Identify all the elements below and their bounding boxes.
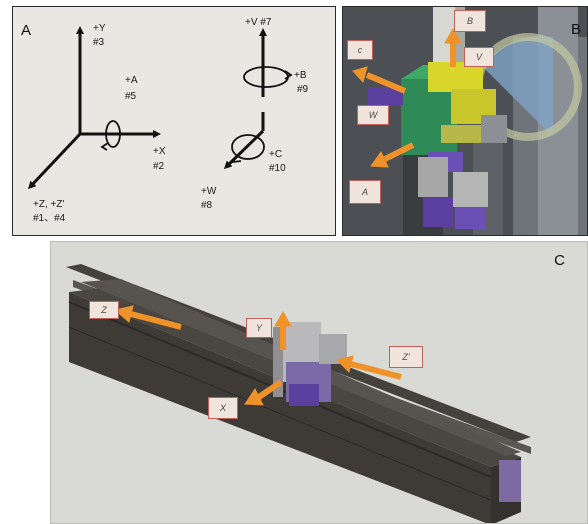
x-label: +X [153,146,166,157]
panel-b-module-render: B V c W A B [342,6,588,236]
carriage-module [273,322,347,406]
w-axis-arrow-with-c-rotation [223,112,265,170]
z-axis-arrow [27,132,82,190]
tag-x: X [208,397,238,419]
tag-c: c [347,40,373,60]
c-orange-arrows [113,305,402,406]
panel-c-gantry-render: C [50,241,588,524]
c-label: +C [269,149,282,160]
b-label: +B [294,70,307,81]
tag-z: Z [89,301,119,319]
axis-diagram-svg: +Y #3 +A #5 +X #2 +Z, +Z' #1、#4 +V #7 +B… [27,17,309,224]
panel-a-letter: A [21,22,32,39]
y-label: +Y [93,23,106,34]
b-orange-arrows [352,27,462,168]
z-num: #1、#4 [33,213,66,224]
gantry-render-svg [66,264,531,523]
panel-c-letter: C [554,252,565,269]
panel-b-letter: B [570,21,581,38]
w-num: #8 [201,200,213,211]
v-label: +V #7 [245,17,272,28]
a-label: +A [125,75,138,86]
v-axis-arrow-with-b-rotation [243,28,293,97]
tag-v: V [464,47,494,67]
y-num: #3 [93,37,105,48]
tag-a: A [349,180,381,204]
tag-y: Y [246,318,272,338]
a-num: #5 [125,91,137,102]
head-module [368,62,507,229]
module-render-svg [343,7,587,235]
b-num: #9 [297,84,309,95]
end-block [499,460,521,502]
c-num: #10 [269,163,286,174]
linear-axes-triad [27,26,161,190]
tag-b: B [454,10,486,32]
upper-post [433,7,455,67]
tag-z-prime: Z' [389,346,423,368]
tag-w: W [357,105,389,125]
panel-a-axis-diagram: A +Y #3 +A #5 +X #2 +Z, +Z' #1、#4 +V #7 [12,6,336,236]
a-rotation-icon [100,120,121,151]
x-num: #2 [153,161,165,172]
z-label: +Z, +Z' [33,199,64,210]
w-label: +W [201,186,217,197]
